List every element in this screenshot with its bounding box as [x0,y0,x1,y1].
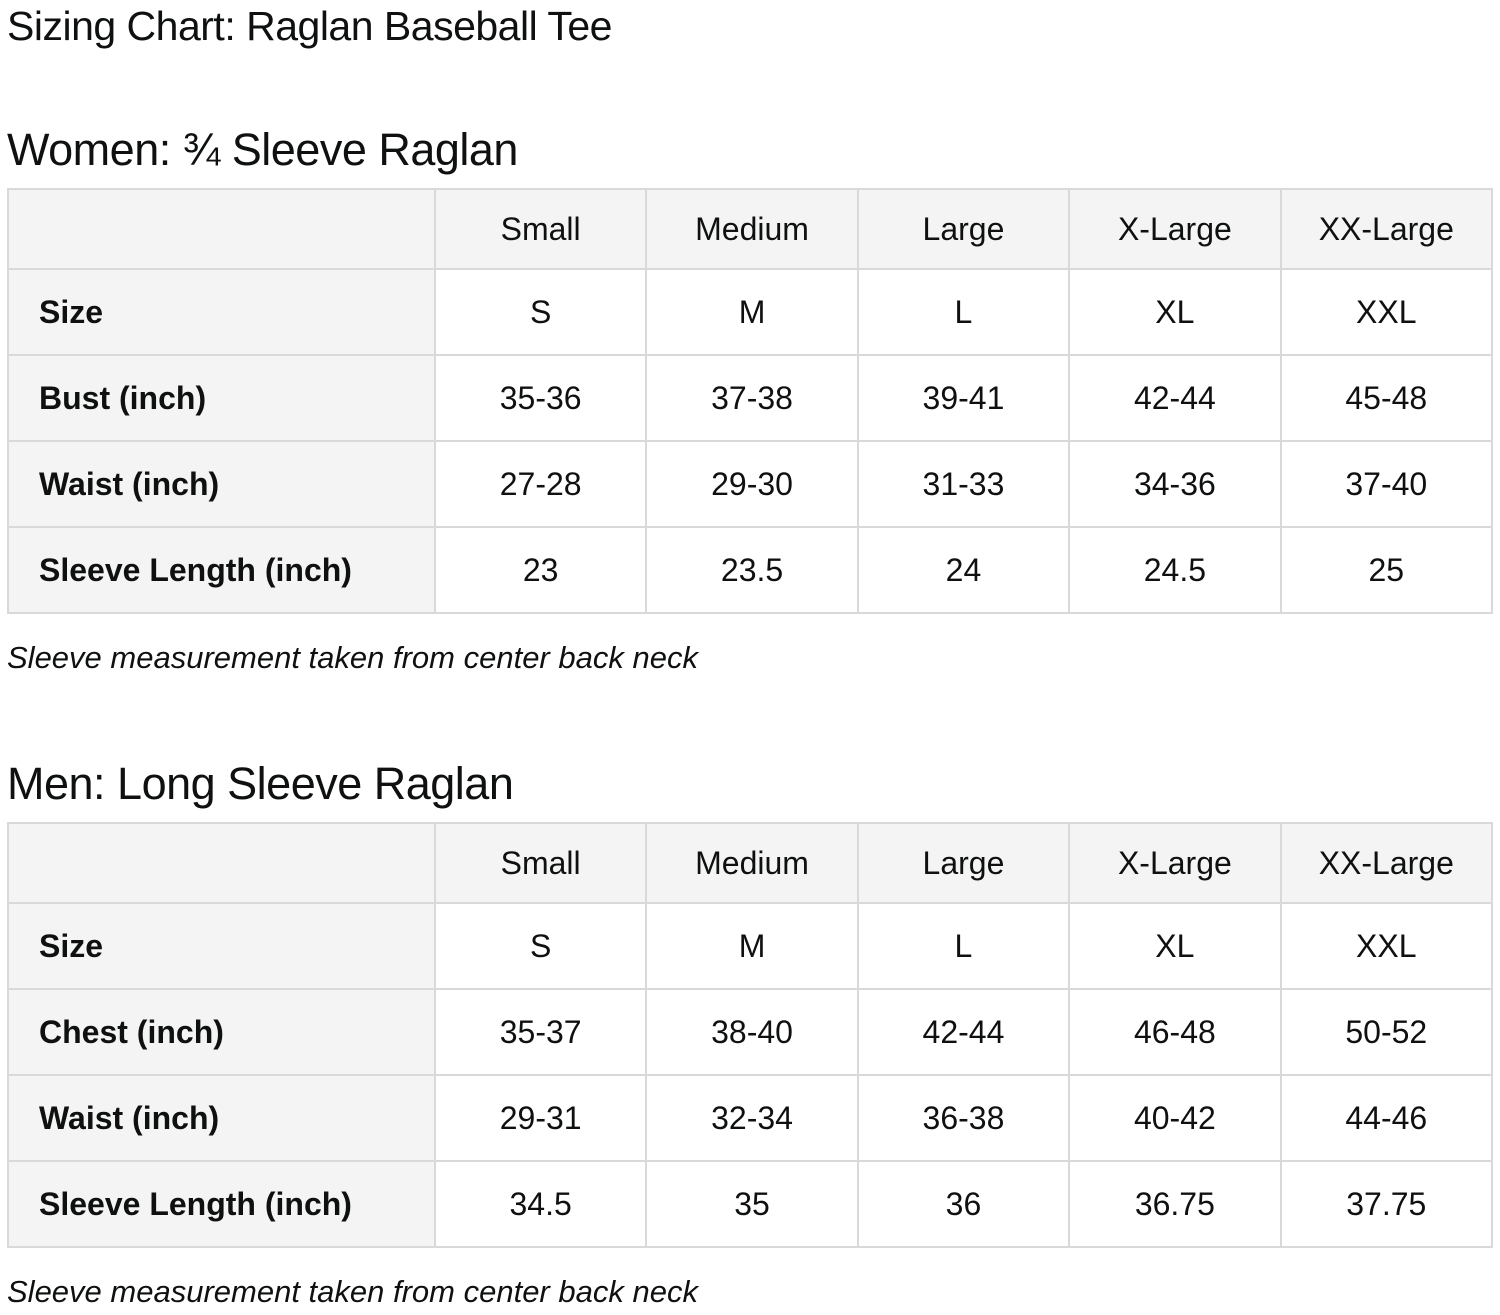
table-cell: 29-31 [433,1074,648,1163]
column-header-medium: Medium [645,188,859,271]
column-header-xx-large: XX-Large [1279,188,1494,271]
row-label-bust: Bust (inch) [7,354,436,443]
row-label-size: Size [7,268,436,357]
table-cell: XXL [1279,268,1494,357]
table-cell: 32-34 [645,1074,859,1163]
table-cell: 34-36 [1068,440,1282,529]
table-cell: S [433,268,648,357]
sleeve-note-women: Sleeve measurement taken from center bac… [7,640,698,676]
table-cell: M [645,902,859,991]
table-cell: 37.75 [1279,1160,1494,1249]
table-cell: L [856,902,1071,991]
row-label-size: Size [7,902,436,991]
men-row-size: Size S M L XL XXL [7,902,1494,991]
table-cell: 45-48 [1279,354,1494,443]
table-cell: 35-37 [433,988,648,1077]
table-cell: 37-40 [1279,440,1494,529]
table-cell: XL [1068,268,1282,357]
column-header-large: Large [856,822,1071,905]
column-header-xx-large: XX-Large [1279,822,1494,905]
table-cell: 27-28 [433,440,648,529]
column-header-medium: Medium [645,822,859,905]
table-cell: 34.5 [433,1160,648,1249]
section-heading-men: Men: Long Sleeve Raglan [7,757,514,809]
table-cell: 42-44 [856,988,1071,1077]
table-cell: M [645,268,859,357]
table-cell: 23.5 [645,526,859,615]
row-label-chest: Chest (inch) [7,988,436,1077]
row-label-sleeve-length: Sleeve Length (inch) [7,526,436,615]
women-size-table: Small Medium Large X-Large XX-Large Size… [7,188,1494,615]
table-cell: XXL [1279,902,1494,991]
men-header-row: Small Medium Large X-Large XX-Large [7,822,1494,905]
women-header-row: Small Medium Large X-Large XX-Large [7,188,1494,271]
row-label-waist: Waist (inch) [7,1074,436,1163]
table-cell: 36.75 [1068,1160,1282,1249]
table-cell: S [433,902,648,991]
women-row-sleeve-length: Sleeve Length (inch) 23 23.5 24 24.5 25 [7,526,1494,615]
table-cell: 39-41 [856,354,1071,443]
table-cell: 37-38 [645,354,859,443]
page-title: Sizing Chart: Raglan Baseball Tee [7,3,612,49]
column-header-x-large: X-Large [1068,822,1282,905]
column-header-x-large: X-Large [1068,188,1282,271]
table-cell: 42-44 [1068,354,1282,443]
corner-cell [7,822,436,905]
table-cell: 46-48 [1068,988,1282,1077]
column-header-small: Small [433,188,648,271]
table-cell: 25 [1279,526,1494,615]
corner-cell [7,188,436,271]
women-row-bust: Bust (inch) 35-36 37-38 39-41 42-44 45-4… [7,354,1494,443]
table-cell: 36 [856,1160,1071,1249]
table-cell: 24 [856,526,1071,615]
table-cell: 29-30 [645,440,859,529]
column-header-large: Large [856,188,1071,271]
table-cell: 40-42 [1068,1074,1282,1163]
table-cell: 24.5 [1068,526,1282,615]
table-cell: 23 [433,526,648,615]
women-row-size: Size S M L XL XXL [7,268,1494,357]
table-cell: 44-46 [1279,1074,1494,1163]
table-cell: 31-33 [856,440,1071,529]
table-cell: 36-38 [856,1074,1071,1163]
table-cell: L [856,268,1071,357]
column-header-small: Small [433,822,648,905]
men-row-chest: Chest (inch) 35-37 38-40 42-44 46-48 50-… [7,988,1494,1077]
table-cell: XL [1068,902,1282,991]
sleeve-note-men: Sleeve measurement taken from center bac… [7,1274,698,1310]
table-cell: 35-36 [433,354,648,443]
row-label-sleeve-length: Sleeve Length (inch) [7,1160,436,1249]
row-label-waist: Waist (inch) [7,440,436,529]
section-heading-women: Women: ¾ Sleeve Raglan [7,123,518,175]
table-cell: 35 [645,1160,859,1249]
women-row-waist: Waist (inch) 27-28 29-30 31-33 34-36 37-… [7,440,1494,529]
men-row-sleeve-length: Sleeve Length (inch) 34.5 35 36 36.75 37… [7,1160,1494,1249]
table-cell: 50-52 [1279,988,1494,1077]
men-size-table: Small Medium Large X-Large XX-Large Size… [7,822,1494,1249]
table-cell: 38-40 [645,988,859,1077]
men-row-waist: Waist (inch) 29-31 32-34 36-38 40-42 44-… [7,1074,1494,1163]
